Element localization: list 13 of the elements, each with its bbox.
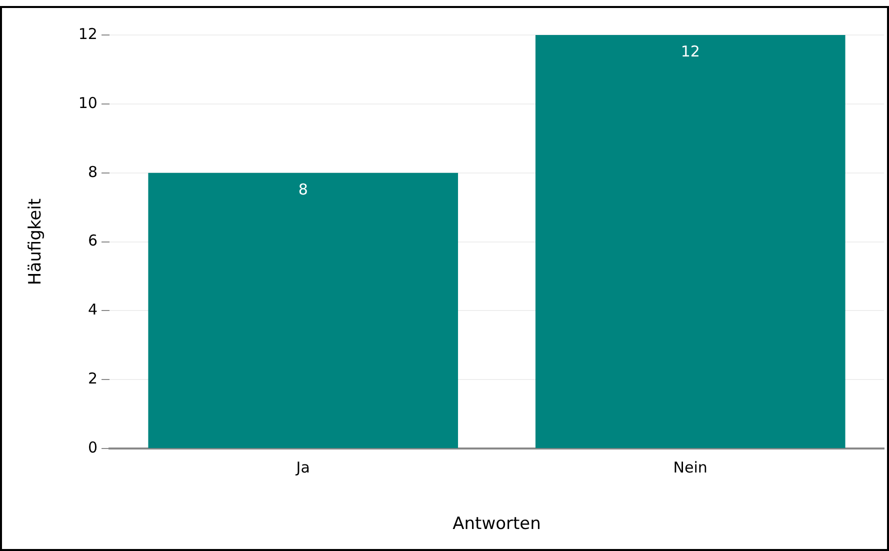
y-axis-title: Häufigkeit bbox=[26, 198, 46, 286]
y-tick-label: 12 bbox=[78, 24, 98, 43]
x-tick-label: Ja bbox=[295, 458, 310, 476]
x-tick-label: Nein bbox=[673, 458, 708, 476]
y-tick-label: 6 bbox=[88, 232, 98, 250]
y-tick-label: 10 bbox=[78, 94, 98, 112]
y-tick-label: 0 bbox=[88, 438, 98, 456]
y-tick-label: 4 bbox=[88, 300, 98, 319]
y-tick-label: 2 bbox=[88, 370, 98, 388]
data-label: 12 bbox=[680, 42, 700, 60]
data-label: 8 bbox=[298, 180, 308, 198]
y-tick-label: 8 bbox=[88, 162, 98, 181]
x-axis-title: Antworten bbox=[452, 514, 541, 534]
